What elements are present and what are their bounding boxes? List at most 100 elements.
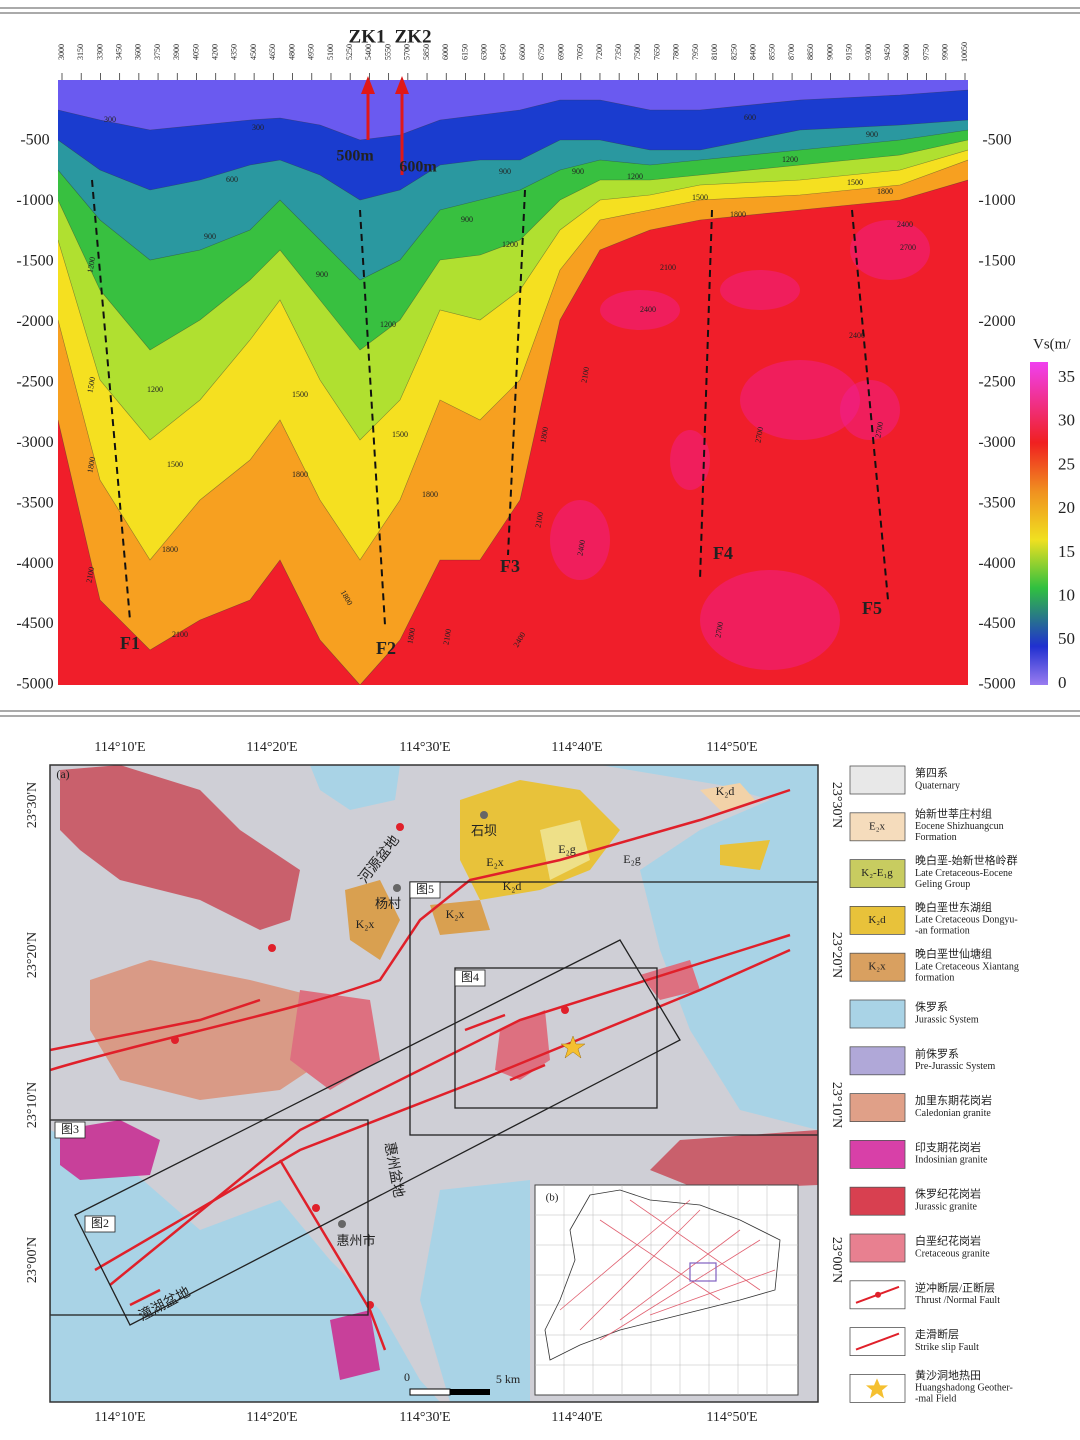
- legend-zh: 侏罗系: [915, 1001, 948, 1014]
- contour-line: [58, 139, 968, 351]
- legend-zh: 黄沙洞地热田: [915, 1368, 981, 1382]
- legend-swatch: [849, 999, 906, 1029]
- fault-line: [851, 209, 889, 601]
- depth-label-left: -1500: [16, 253, 53, 270]
- unit-label: K₂x: [356, 917, 375, 931]
- depth-label-right: -3500: [978, 494, 1015, 511]
- jurassic-granite: [60, 765, 300, 930]
- borehole-arrowhead: [395, 76, 409, 94]
- scale-label: 5 km: [496, 1372, 521, 1386]
- high-velocity-zone: [740, 360, 860, 440]
- fault: [94, 948, 791, 1272]
- depth-label-right: -4000: [978, 555, 1015, 572]
- cretaceous-granite: [290, 990, 380, 1090]
- legend-swatch: [849, 1233, 906, 1263]
- longitude-label: 114°20'E: [246, 1410, 297, 1425]
- contour-label: 2400: [640, 305, 656, 314]
- fault: [509, 1063, 546, 1082]
- contour-label: 1800: [539, 426, 551, 443]
- contour-label: 1500: [292, 390, 308, 399]
- legend-en: Thrust /Normal Fault: [915, 1295, 1000, 1306]
- fault-label: F1: [120, 633, 140, 653]
- figure-box-label: 图5: [416, 882, 434, 896]
- x-tick-label: 5100: [326, 44, 335, 60]
- x-tick-label: 5700: [403, 44, 412, 60]
- colorbar-tick-label: 50: [1058, 629, 1075, 648]
- contour-line: [58, 149, 968, 441]
- figure-box-tag: [409, 881, 441, 899]
- depth-label-right: -5000: [978, 676, 1015, 693]
- legend-symbol: [875, 1291, 881, 1298]
- x-tick-label: 5400: [364, 44, 373, 60]
- legend-swatch: [849, 1140, 906, 1169]
- city-marker: [338, 1220, 346, 1228]
- x-tick-label: 9900: [941, 44, 950, 60]
- colorbar-label: Vs(m/: [1033, 336, 1071, 352]
- inset-fault: [599, 1219, 721, 1301]
- legend-swatch: [849, 1186, 906, 1216]
- unit-label: K₂d: [503, 879, 522, 893]
- xiantang-formation: [345, 880, 400, 960]
- inset-outline: [544, 1189, 781, 1361]
- x-tick-label: 5850: [422, 44, 431, 60]
- contour-label: 1500: [392, 430, 408, 439]
- velocity-section: 300 300 600 900 1200 1200 1500 1800 2100 1500 1800…: [58, 80, 968, 685]
- city-marker: [480, 811, 488, 819]
- cretaceous-granite: [495, 1010, 550, 1080]
- legend-zh: 印支期花岗岩: [915, 1140, 981, 1154]
- legend-en: Pre-Jurassic System: [915, 1061, 995, 1072]
- x-tick-label: 7050: [576, 44, 585, 60]
- legend-zh: 逆冲断层/正断层: [915, 1280, 995, 1294]
- contour-label: 600: [744, 113, 756, 122]
- figure-box-tag: [84, 1215, 116, 1233]
- legend-en: Strike slip Fault: [915, 1342, 979, 1353]
- depth-label-right: -500: [982, 132, 1011, 149]
- scale-label: 0: [404, 1370, 410, 1384]
- x-tick-label: 6750: [537, 44, 546, 60]
- contour-label: 300: [104, 115, 116, 124]
- legend-en: -mal Field: [915, 1394, 956, 1405]
- contour-label: 1800: [86, 456, 98, 473]
- latitude-label: 23°00'N: [25, 1237, 40, 1283]
- legend-en: Jurassic granite: [915, 1201, 977, 1212]
- contour-label: 1800: [877, 187, 893, 196]
- unit-label: E₂x: [486, 855, 504, 869]
- contour-label: 900: [461, 215, 473, 224]
- high-velocity-zone: [850, 220, 930, 280]
- x-tick-label: 6300: [480, 44, 489, 60]
- fault-label: F3: [500, 556, 520, 576]
- legend-en: -an formation: [915, 926, 970, 937]
- high-velocity-zone: [720, 270, 800, 310]
- x-tick-label: 6450: [499, 44, 508, 60]
- x-tick-label: 4650: [268, 44, 277, 60]
- shizhuangcun-formation: [700, 783, 755, 812]
- contour-label: 1500: [847, 178, 863, 187]
- inset-fault: [649, 1269, 776, 1316]
- figure-box-tag: [54, 1121, 86, 1139]
- x-tick-label: 3450: [114, 44, 123, 60]
- contour-label: 1200: [380, 320, 396, 329]
- legend-symbol-label: K₂x: [868, 961, 886, 973]
- latitude-label: 23°30'N: [25, 782, 40, 828]
- x-tick-label: 5550: [383, 44, 392, 60]
- longitude-label: 114°10'E: [94, 1410, 145, 1425]
- contour-label: 1800: [292, 470, 308, 479]
- depth-label-right: -4500: [978, 615, 1015, 632]
- contour-label: 900: [204, 232, 216, 241]
- depth-label-right: -1000: [978, 192, 1015, 209]
- latitude-label: 23°30'N: [829, 782, 844, 828]
- legend-en: Formation: [915, 832, 957, 843]
- inset-fault: [579, 1209, 701, 1331]
- inset-map: [534, 1184, 799, 1396]
- longitude-label: 114°30'E: [399, 1410, 450, 1425]
- colorbar: [1030, 362, 1048, 685]
- x-tick-label: 3600: [134, 44, 143, 60]
- contour-label: 2100: [172, 630, 188, 639]
- fault-marker: [366, 1301, 374, 1309]
- colorbar-tick-label: 30: [1058, 411, 1075, 430]
- contour-label: 2400: [897, 220, 913, 229]
- fault-line: [91, 179, 131, 621]
- unit-label: E₂g: [623, 852, 641, 866]
- depth-label-left: -5000: [16, 676, 53, 693]
- contour-label: 1200: [86, 256, 98, 273]
